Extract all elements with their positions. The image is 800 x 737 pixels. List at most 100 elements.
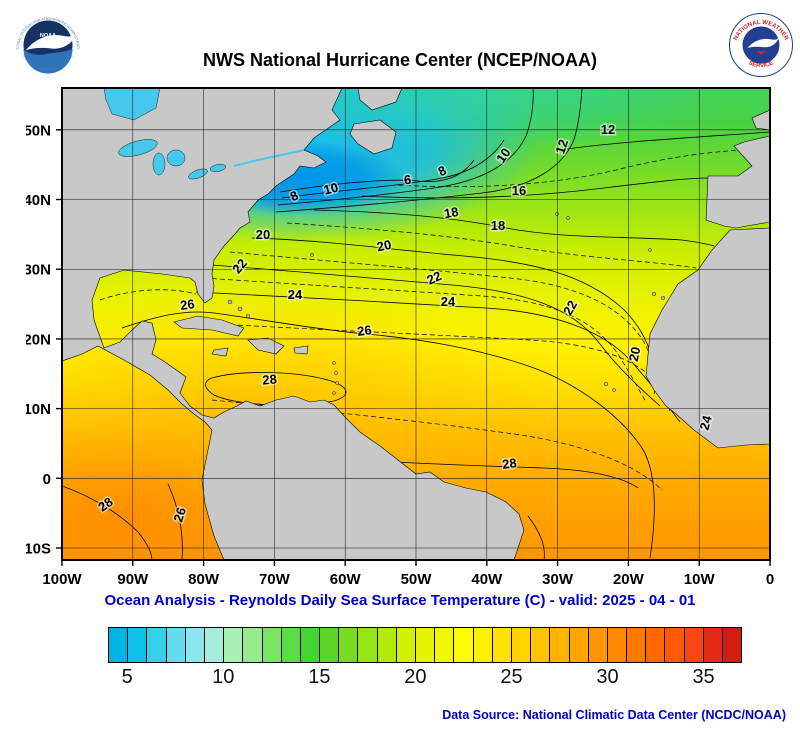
- colorbar-tick-label: 25: [500, 666, 523, 688]
- colorbar-cells: [109, 628, 742, 662]
- noaa-center-text: NOAA: [40, 33, 56, 39]
- lake-superior: [118, 139, 158, 157]
- hudson-bay: [103, 88, 161, 121]
- lat-label: 50N: [26, 122, 51, 139]
- contour-label: 24: [288, 287, 303, 302]
- noaa-logo: NOAA NATIONAL OCEANIC AND ATMOSPHERIC AD…: [8, 4, 80, 74]
- contour-label: 20: [626, 345, 644, 362]
- colorbar-cell: [684, 628, 704, 662]
- nws-logo: NATIONAL WEATHER SERVICE: [729, 13, 793, 77]
- lon-label: 50W: [401, 571, 433, 588]
- island-bermuda: [310, 253, 314, 257]
- landmasses: [62, 88, 770, 560]
- colorbar-cell: [358, 628, 378, 662]
- contour-label: 28: [262, 371, 278, 387]
- island-bahamas: [245, 313, 250, 318]
- landmass-americas: [62, 88, 525, 560]
- contour-label: 26: [356, 322, 372, 339]
- colorbar-cell: [243, 628, 263, 662]
- island-cape-verde: [604, 382, 609, 387]
- colorbar-cell: [262, 628, 282, 662]
- contour-label: 28: [501, 455, 517, 472]
- colorbar-tick-label: 10: [212, 666, 235, 688]
- island-puerto-rico: [293, 345, 309, 355]
- colorbar-cell: [339, 628, 359, 662]
- contour-label: 20: [375, 237, 392, 255]
- contour-label: 12: [552, 137, 571, 155]
- colorbar-cell: [723, 628, 742, 662]
- contour-label: 26: [179, 296, 195, 313]
- colorbar-cell: [128, 628, 148, 662]
- nws-ring-text-bottom: SERVICE: [748, 60, 775, 69]
- st-lawrence-river: [233, 149, 305, 167]
- island-azores: [566, 216, 570, 220]
- colorbar-cell: [224, 628, 244, 662]
- lat-label: 0: [43, 471, 51, 488]
- colorbar-cell: [320, 628, 340, 662]
- island-hispaniola: [247, 337, 285, 355]
- contour-label: 6: [403, 172, 412, 188]
- map-area: [62, 88, 770, 560]
- colorbar-tick-labels: 5 10 15 20 25 30 35: [108, 666, 742, 694]
- lon-label: 100W: [42, 571, 82, 588]
- landmass-labrador-tip: [357, 88, 403, 111]
- colorbar-cell: [377, 628, 397, 662]
- colorbar-cell: [665, 628, 685, 662]
- colorbar-cell: [435, 628, 455, 662]
- page-title: NWS National Hurricane Center (NCEP/NOAA…: [202, 50, 598, 70]
- contour-label: 24: [441, 294, 456, 309]
- lon-label: 30W: [542, 571, 574, 588]
- island-antilles: [334, 371, 338, 375]
- nws-seagull-icon: [747, 36, 779, 55]
- colorbar-cell: [627, 628, 647, 662]
- colorbar-tick-label: 35: [692, 666, 715, 688]
- lat-label: 20N: [26, 331, 51, 348]
- lon-label: 20W: [613, 571, 645, 588]
- contour-label: 20: [256, 227, 270, 242]
- colorbar-cell: [492, 628, 512, 662]
- colorbar-tick-label: 20: [404, 666, 427, 688]
- lon-label: 10W: [684, 571, 716, 588]
- colorbar-cell: [473, 628, 493, 662]
- lake-erie: [188, 168, 208, 180]
- landmass-england: [751, 109, 770, 131]
- contour-label: 18: [443, 204, 460, 221]
- island-antilles: [335, 381, 339, 385]
- colorbar-cell: [109, 628, 129, 662]
- island-cuba: [173, 315, 245, 337]
- contour-label: 10: [322, 180, 340, 198]
- lon-label: 70W: [259, 571, 291, 588]
- colorbar-cell: [531, 628, 551, 662]
- contour-label: 18: [491, 218, 505, 233]
- axis-labels: 100W 90W 80W 70W 60W 50W 40W 30W 20W 10W 0 50N 40N 30…: [26, 122, 774, 588]
- colorbar-cell: [607, 628, 628, 662]
- island-madeira: [648, 248, 652, 252]
- island-azores: [555, 212, 559, 216]
- colorbar-tick-label: 15: [308, 666, 331, 688]
- map-caption: Ocean Analysis - Reynolds Daily Sea Surf…: [104, 592, 696, 609]
- island-bahamas: [237, 306, 243, 312]
- landmass-africa: [645, 227, 770, 449]
- lat-label: 30N: [26, 262, 51, 279]
- island-antilles: [332, 361, 336, 365]
- colorbar-cell: [166, 628, 186, 662]
- colorbar-tick-label: 5: [121, 666, 133, 688]
- lon-label: 90W: [117, 571, 149, 588]
- island-antilles: [332, 391, 336, 395]
- island-newfoundland: [349, 119, 397, 155]
- contour-label: 16: [512, 183, 526, 198]
- colorbar-tick-label: 30: [596, 666, 619, 688]
- island-canary: [652, 291, 657, 296]
- lat-label: 10S: [26, 541, 51, 558]
- lon-label: 40W: [471, 571, 503, 588]
- lat-label: 40N: [26, 192, 51, 209]
- colorbar-cell: [300, 628, 321, 662]
- lake-michigan: [152, 152, 166, 176]
- island-cape-verde: [612, 388, 616, 392]
- lon-label: 80W: [188, 571, 220, 588]
- colorbar-cell: [147, 628, 167, 662]
- colorbar-cell: [588, 628, 608, 662]
- lon-label: 0: [766, 571, 774, 588]
